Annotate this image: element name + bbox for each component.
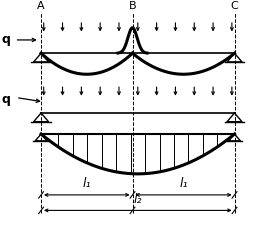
Text: l₂: l₂ xyxy=(134,192,142,205)
Text: l₁: l₁ xyxy=(179,177,188,190)
Text: B: B xyxy=(129,1,136,11)
Text: q: q xyxy=(1,93,10,106)
Text: A: A xyxy=(37,1,45,11)
Text: C: C xyxy=(231,1,239,11)
Text: l₁: l₁ xyxy=(82,177,91,190)
Text: q: q xyxy=(1,33,10,47)
